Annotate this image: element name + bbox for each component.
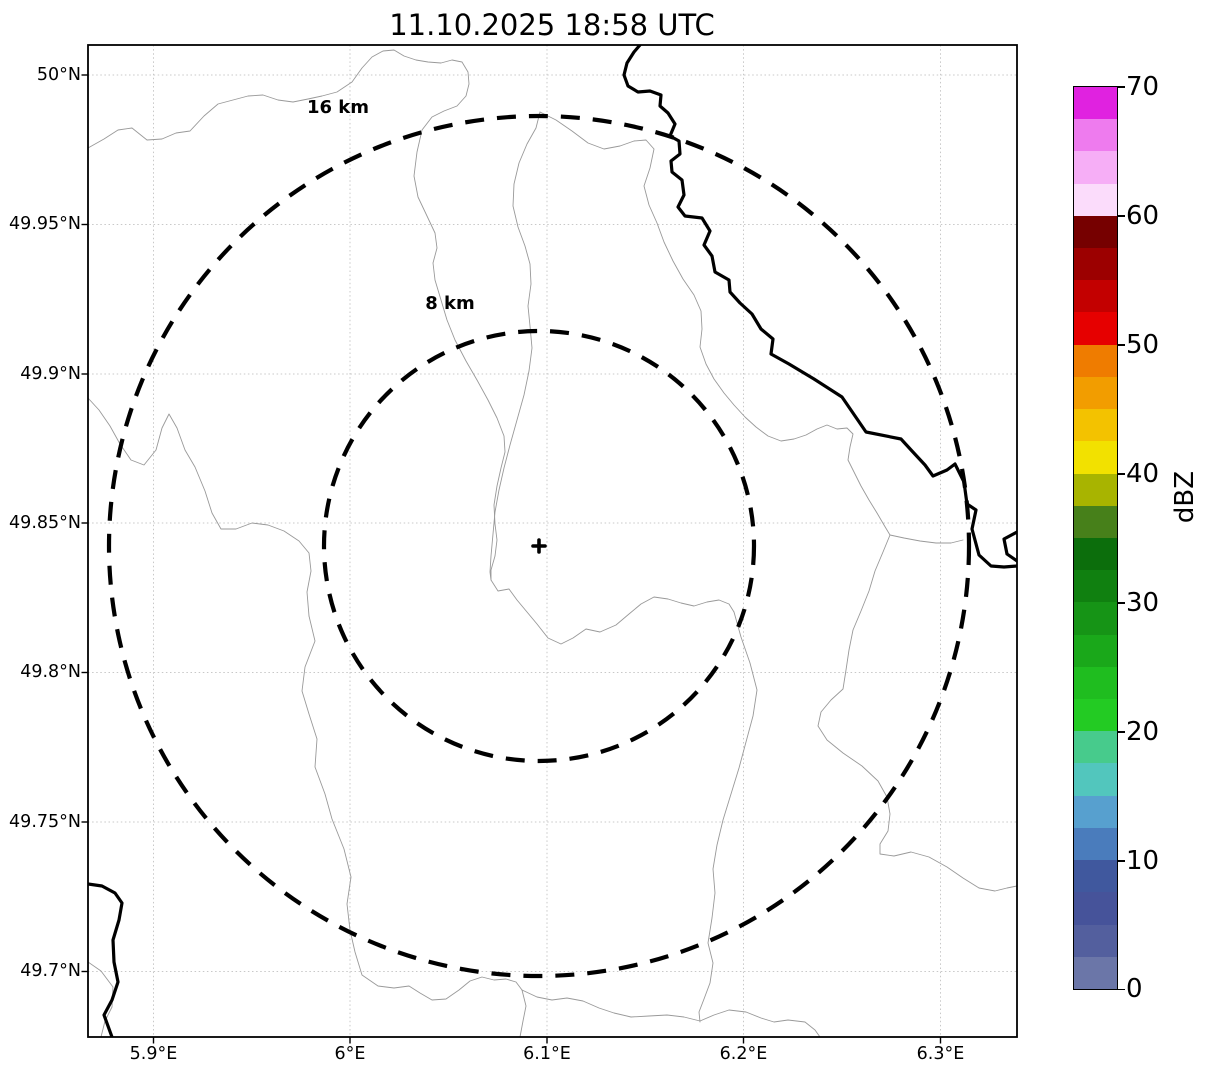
colorbar-band [1074,731,1117,764]
range-ring-label-8km: 8 km [425,293,475,314]
colorbar-band [1074,215,1117,248]
colorbar-band [1074,892,1117,925]
lat-tick-label: 49.75°N [9,812,81,832]
colorbar-band [1074,473,1117,506]
colorbar-tick [1118,86,1125,88]
colorbar-band [1074,505,1117,538]
range-ring-8km [321,328,757,764]
colorbar-band [1074,634,1117,667]
colorbar-band [1074,151,1117,184]
lat-tick-label: 50°N [36,65,81,85]
colorbar [1073,86,1118,990]
colorbar-band [1074,860,1117,893]
colorbar-tick [1118,215,1125,217]
colorbar-band [1074,827,1117,861]
colorbar-tick [1118,602,1125,604]
plot-title: 11.10.2025 18:58 UTC [389,8,715,42]
lon-tick-label: 6.1°E [523,1044,571,1064]
colorbar-band [1074,312,1117,345]
colorbar-tick-label: 60 [1126,201,1160,231]
colorbar-tick [1118,344,1125,346]
colorbar-tick [1118,731,1125,733]
colorbar-tick [1118,473,1125,475]
lat-tick-label: 49.7°N [20,961,81,981]
colorbar-tick-label: 0 [1126,974,1143,1004]
colorbar-band [1074,570,1117,603]
admin-boundary-lines [88,49,1017,1037]
colorbar-band [1074,795,1117,828]
range-rings [106,113,972,979]
colorbar-band [1074,699,1117,732]
colorbar-unit-label: dBZ [1170,470,1200,524]
colorbar-band [1074,763,1117,796]
river-border-lines [88,45,1017,1037]
colorbar-band [1074,183,1117,216]
axis-tick-marks [81,74,942,1044]
colorbar-tick-label: 50 [1126,330,1160,360]
lon-tick-label: 6°E [334,1044,366,1064]
colorbar-band [1074,280,1117,313]
lat-tick-label: 49.9°N [20,364,81,384]
colorbar-band [1074,344,1117,377]
colorbar-band [1074,409,1117,442]
lat-tick-label: 49.85°N [9,513,81,533]
colorbar-band [1074,119,1117,152]
radar-center-marker [531,538,547,554]
colorbar-band [1074,537,1117,571]
colorbar-band [1074,602,1117,635]
colorbar-tick [1118,988,1125,991]
colorbar-band [1074,666,1117,700]
colorbar-tick-label: 10 [1126,846,1160,876]
colorbar-tick-label: 20 [1126,717,1160,747]
colorbar-tick-label: 40 [1126,459,1160,489]
grid-lines [88,45,1017,1037]
lat-tick-label: 49.8°N [20,662,81,682]
colorbar-band [1074,441,1117,474]
colorbar-tick-label: 70 [1126,72,1160,102]
lon-tick-label: 6.2°E [719,1044,768,1064]
plot-border [87,44,1018,1038]
colorbar-tick [1118,860,1125,862]
colorbar-band [1074,86,1117,120]
lon-tick-label: 5.9°E [129,1044,178,1064]
lat-tick-label: 49.95°N [9,214,81,234]
colorbar-band [1074,376,1117,410]
range-ring-16km [106,113,972,979]
colorbar-band [1074,956,1117,989]
colorbar-band [1074,924,1117,957]
colorbar-tick-label: 30 [1126,588,1160,618]
colorbar-band [1074,247,1117,281]
lon-tick-label: 6.3°E [916,1044,965,1064]
range-ring-label-16km: 16 km [306,97,370,118]
